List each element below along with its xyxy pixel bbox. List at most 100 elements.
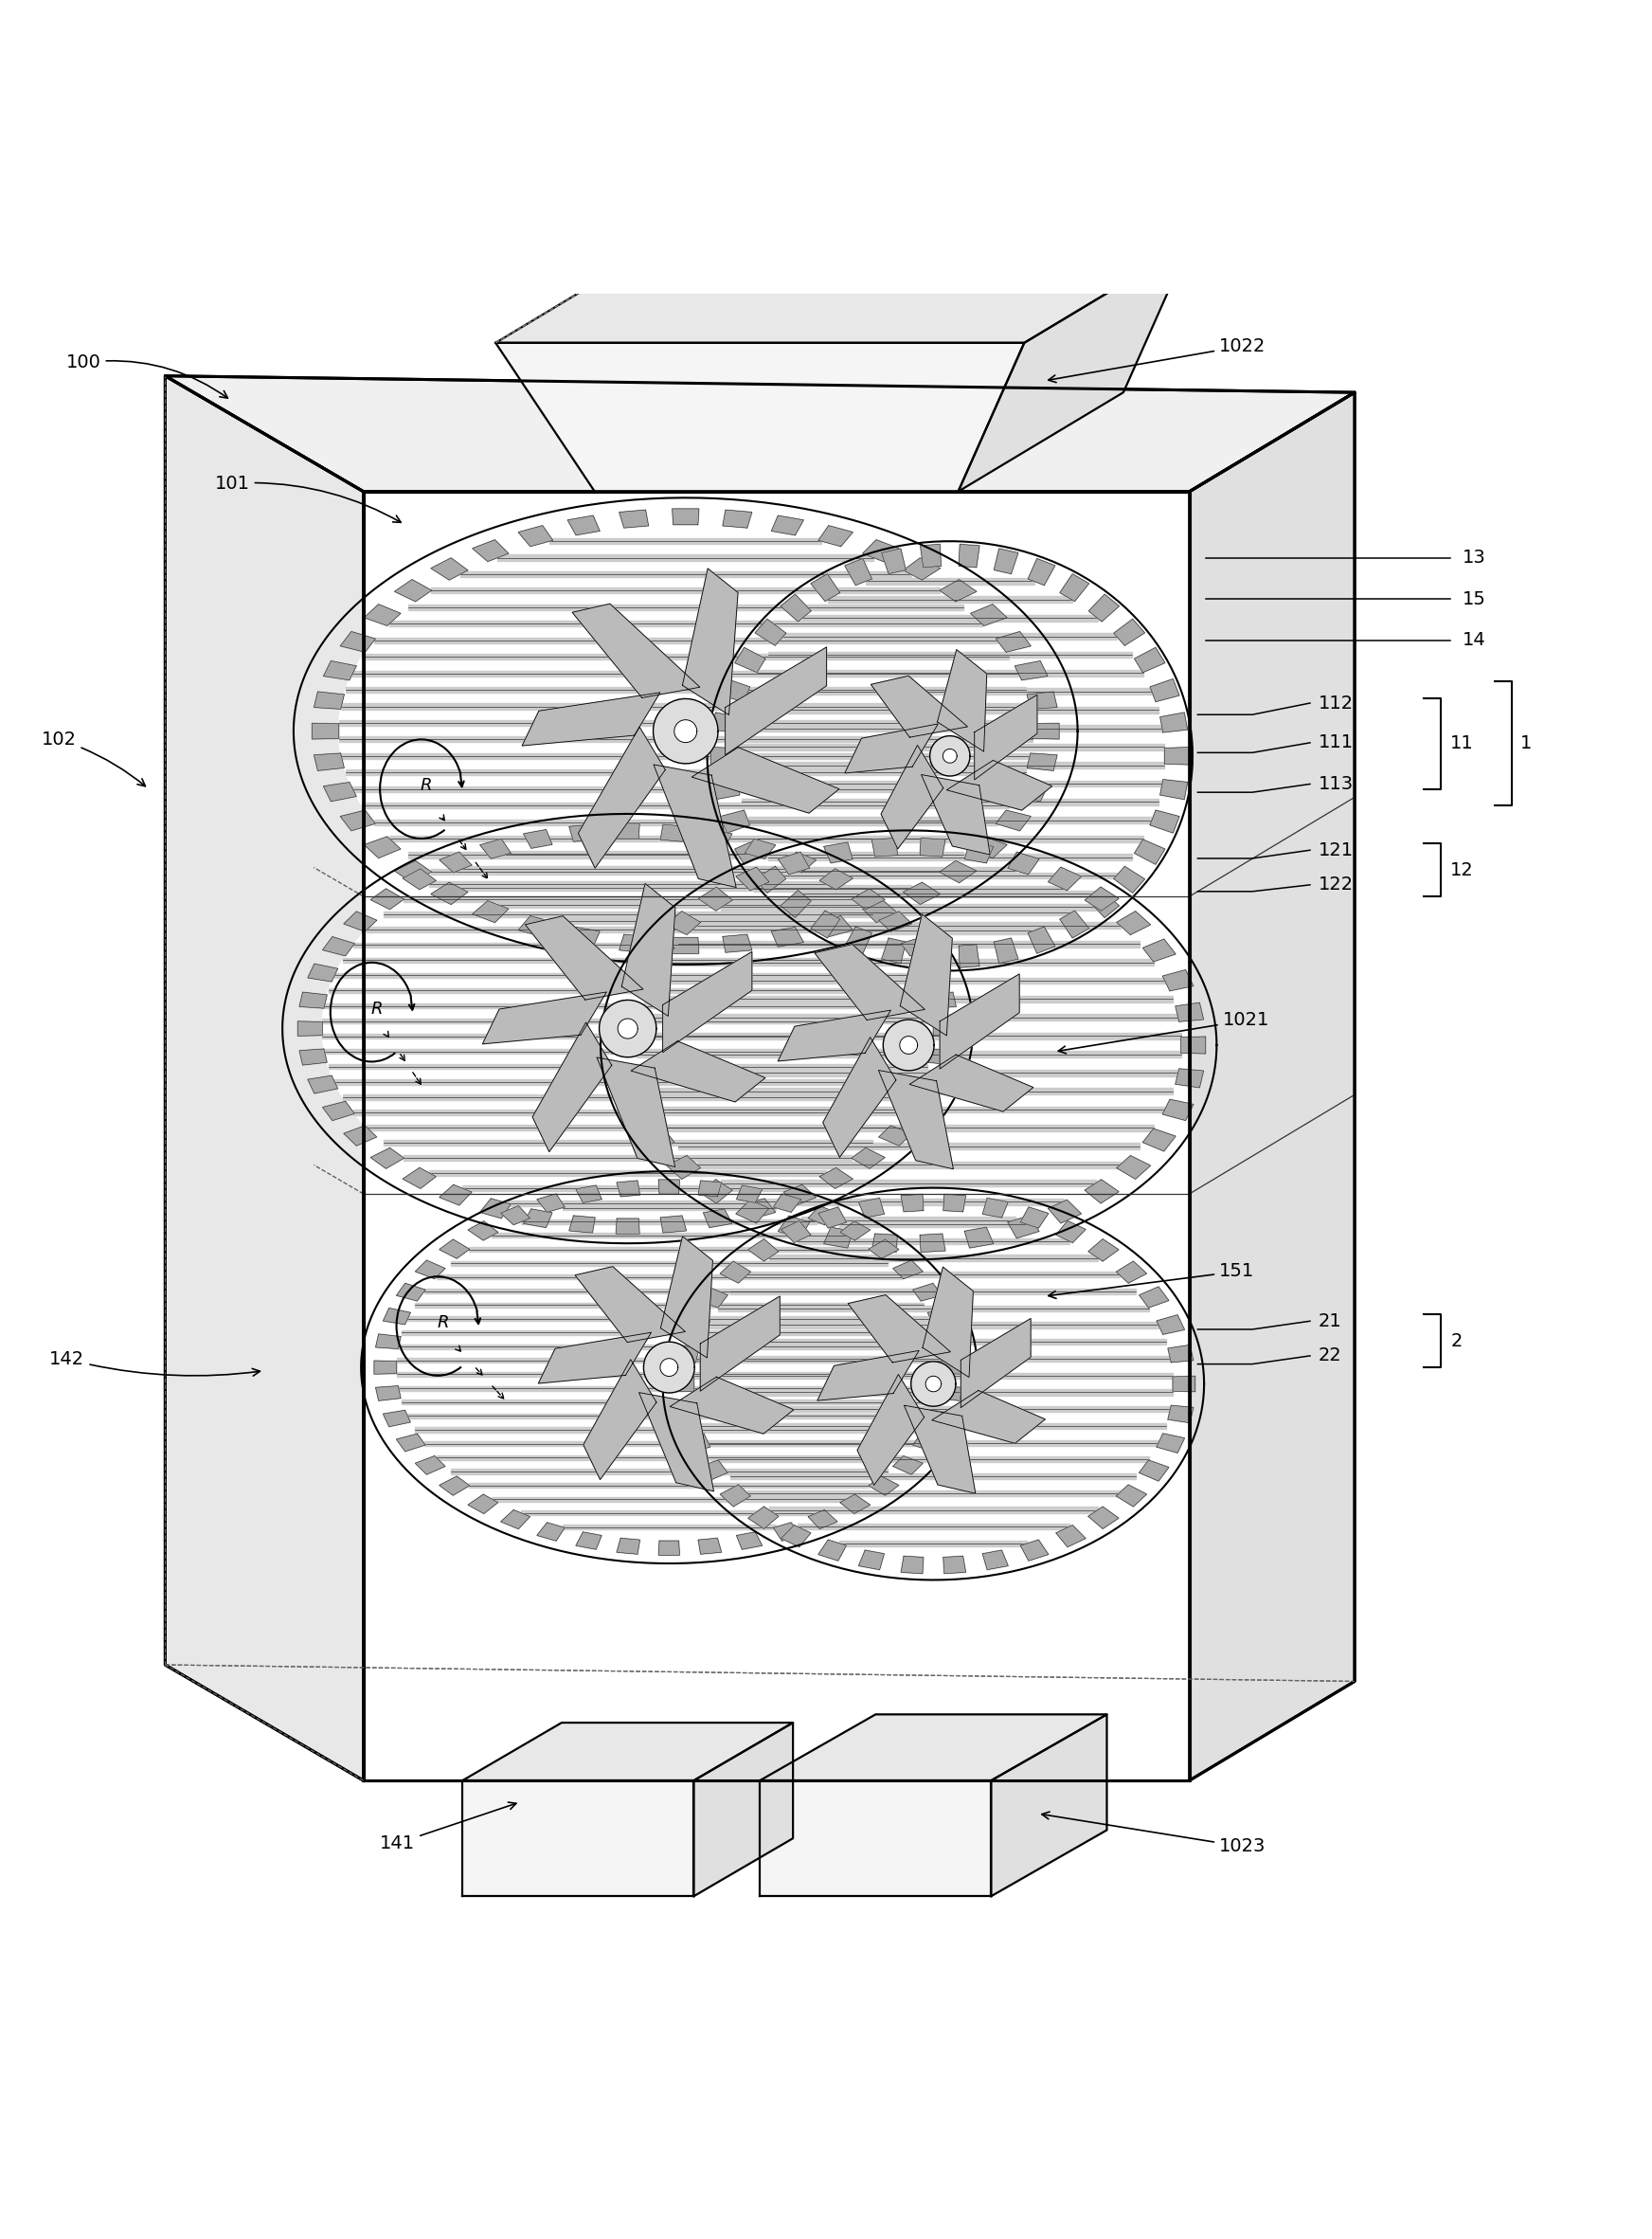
Polygon shape	[472, 540, 509, 562]
Polygon shape	[778, 1216, 809, 1238]
Polygon shape	[1056, 1220, 1085, 1243]
Polygon shape	[497, 902, 874, 907]
Polygon shape	[396, 1433, 425, 1451]
Polygon shape	[344, 911, 377, 931]
Polygon shape	[639, 1393, 714, 1491]
Polygon shape	[340, 811, 375, 831]
Polygon shape	[307, 1075, 337, 1093]
Polygon shape	[748, 1238, 778, 1261]
Polygon shape	[616, 1538, 639, 1554]
Polygon shape	[682, 1314, 710, 1334]
Polygon shape	[577, 1184, 601, 1202]
Polygon shape	[539, 1332, 651, 1384]
Polygon shape	[659, 1540, 679, 1556]
Polygon shape	[722, 934, 752, 952]
Text: 151: 151	[1049, 1263, 1254, 1299]
Polygon shape	[737, 1531, 762, 1549]
Polygon shape	[342, 1095, 914, 1099]
Polygon shape	[568, 824, 595, 842]
Polygon shape	[367, 927, 889, 931]
Polygon shape	[468, 1220, 497, 1240]
Polygon shape	[373, 1361, 396, 1375]
Polygon shape	[928, 1411, 955, 1426]
Polygon shape	[710, 748, 735, 766]
Polygon shape	[322, 840, 933, 1218]
Polygon shape	[624, 1099, 654, 1120]
Polygon shape	[322, 1019, 933, 1023]
Polygon shape	[339, 524, 1032, 938]
Text: R: R	[370, 1001, 383, 1017]
Polygon shape	[819, 869, 852, 889]
Polygon shape	[496, 343, 1024, 493]
Text: 111: 111	[1318, 734, 1353, 752]
Polygon shape	[307, 963, 337, 981]
Polygon shape	[862, 540, 899, 562]
Polygon shape	[720, 678, 750, 701]
Polygon shape	[824, 1227, 852, 1247]
Polygon shape	[943, 1556, 966, 1574]
Polygon shape	[636, 1032, 1181, 1039]
Polygon shape	[1113, 618, 1145, 645]
Polygon shape	[415, 1455, 444, 1476]
Polygon shape	[314, 752, 344, 770]
Polygon shape	[519, 526, 553, 546]
Polygon shape	[616, 1218, 639, 1234]
Polygon shape	[1089, 1238, 1118, 1261]
Polygon shape	[482, 992, 606, 1043]
Polygon shape	[314, 692, 344, 710]
Polygon shape	[933, 1021, 958, 1037]
Polygon shape	[940, 974, 1019, 1068]
Polygon shape	[844, 723, 938, 772]
Polygon shape	[745, 840, 776, 860]
Polygon shape	[1173, 1377, 1196, 1393]
Polygon shape	[507, 1200, 748, 1207]
Polygon shape	[958, 544, 980, 566]
Polygon shape	[781, 1220, 811, 1243]
Polygon shape	[900, 1193, 923, 1211]
Text: 14: 14	[1462, 631, 1485, 649]
Polygon shape	[1028, 692, 1057, 710]
Polygon shape	[463, 866, 793, 871]
Polygon shape	[677, 940, 1140, 947]
Polygon shape	[1175, 1003, 1204, 1021]
Polygon shape	[562, 1205, 776, 1209]
Polygon shape	[1047, 1200, 1082, 1222]
Polygon shape	[1117, 1484, 1146, 1507]
Polygon shape	[819, 1169, 852, 1189]
Polygon shape	[818, 1350, 919, 1402]
Polygon shape	[352, 786, 1019, 793]
Text: 1021: 1021	[1059, 1012, 1269, 1055]
Polygon shape	[844, 927, 872, 954]
Polygon shape	[667, 1155, 700, 1180]
Polygon shape	[1168, 1346, 1193, 1364]
Polygon shape	[654, 763, 737, 887]
Polygon shape	[496, 244, 1189, 343]
Polygon shape	[367, 1124, 889, 1131]
Polygon shape	[1008, 1216, 1039, 1238]
Polygon shape	[947, 761, 1052, 811]
Polygon shape	[519, 916, 553, 936]
Polygon shape	[894, 1455, 923, 1476]
Polygon shape	[824, 842, 852, 862]
Polygon shape	[390, 835, 981, 842]
Polygon shape	[568, 927, 600, 947]
Polygon shape	[692, 748, 839, 813]
Polygon shape	[735, 1200, 770, 1222]
Polygon shape	[682, 569, 738, 714]
Polygon shape	[697, 1460, 727, 1480]
Polygon shape	[1014, 661, 1047, 681]
Polygon shape	[1089, 1507, 1118, 1529]
Polygon shape	[165, 376, 1355, 493]
Polygon shape	[869, 1476, 899, 1496]
Polygon shape	[803, 616, 1097, 620]
Polygon shape	[995, 549, 1018, 573]
Polygon shape	[631, 1041, 765, 1102]
Text: 101: 101	[215, 475, 401, 522]
Polygon shape	[991, 1715, 1107, 1896]
Polygon shape	[755, 618, 786, 645]
Polygon shape	[674, 719, 697, 743]
Polygon shape	[720, 811, 750, 833]
Polygon shape	[492, 1234, 846, 1238]
Polygon shape	[479, 1198, 510, 1218]
Polygon shape	[920, 837, 945, 858]
